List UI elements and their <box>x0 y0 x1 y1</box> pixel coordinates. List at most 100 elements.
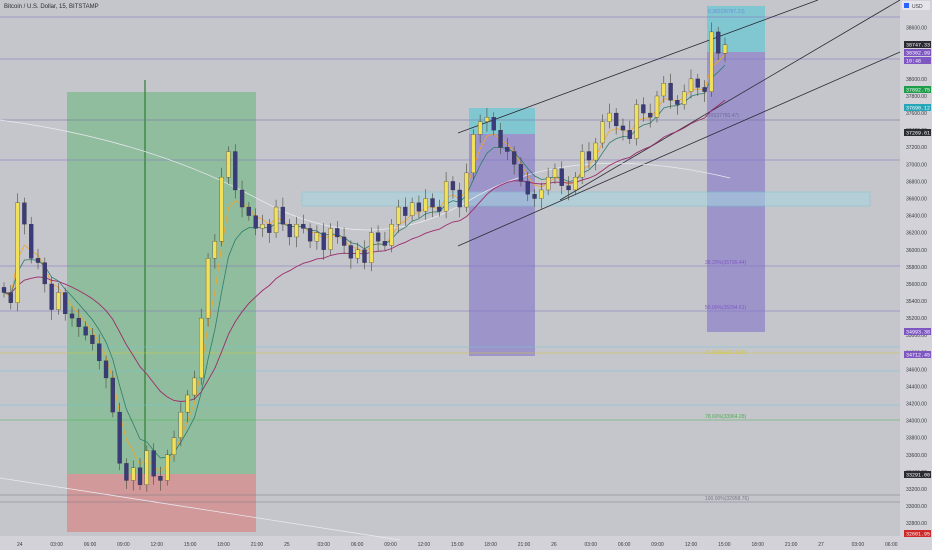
candle[interactable] <box>355 249 360 259</box>
candle[interactable] <box>15 202 20 303</box>
candle[interactable] <box>335 228 340 238</box>
candle[interactable] <box>641 104 646 114</box>
candle[interactable] <box>682 91 687 105</box>
candle[interactable] <box>607 112 612 122</box>
candle[interactable] <box>83 326 88 336</box>
candle[interactable] <box>69 313 75 319</box>
candle[interactable] <box>165 454 170 481</box>
candle[interactable] <box>430 198 435 208</box>
candle[interactable] <box>301 223 306 229</box>
candle[interactable] <box>226 151 231 178</box>
candle[interactable] <box>389 223 394 246</box>
candle[interactable] <box>709 31 714 92</box>
candle[interactable] <box>403 206 408 216</box>
channel-lower-trendline[interactable] <box>457 51 901 247</box>
candle[interactable] <box>620 125 626 131</box>
candle[interactable] <box>8 292 13 303</box>
candle[interactable] <box>532 194 537 199</box>
candle[interactable] <box>505 147 510 152</box>
candle[interactable] <box>90 335 95 344</box>
candle[interactable] <box>110 377 115 413</box>
candle[interactable] <box>688 78 694 92</box>
candle[interactable] <box>63 292 68 315</box>
candle[interactable] <box>151 450 156 477</box>
candle[interactable] <box>328 228 333 250</box>
short-position-target-zone[interactable] <box>469 134 535 356</box>
candle[interactable] <box>267 223 272 233</box>
candle[interactable] <box>654 95 660 118</box>
candle[interactable] <box>566 185 571 191</box>
candle[interactable] <box>199 317 204 379</box>
rising-trendline[interactable] <box>559 0 901 201</box>
candle[interactable] <box>511 151 517 165</box>
candle[interactable] <box>42 262 47 285</box>
candle[interactable] <box>185 394 190 413</box>
candle[interactable] <box>722 44 728 54</box>
candle[interactable] <box>280 206 286 225</box>
candle[interactable] <box>76 317 81 327</box>
candle[interactable] <box>668 83 673 101</box>
candle[interactable] <box>675 100 680 105</box>
candle[interactable] <box>634 104 639 139</box>
candle[interactable] <box>525 181 530 195</box>
candle[interactable] <box>341 236 347 246</box>
long-position-profit-zone[interactable] <box>67 92 256 474</box>
candle[interactable] <box>477 121 483 135</box>
candle[interactable] <box>273 206 279 233</box>
candle[interactable] <box>307 228 313 242</box>
candle[interactable] <box>369 232 374 263</box>
candle[interactable] <box>178 411 183 438</box>
candle[interactable] <box>423 198 428 212</box>
candle[interactable] <box>35 258 41 263</box>
candle[interactable] <box>212 241 218 259</box>
candle[interactable] <box>131 467 136 481</box>
candle[interactable] <box>117 411 122 464</box>
candle[interactable] <box>552 168 558 178</box>
candle[interactable] <box>409 202 415 216</box>
candle[interactable] <box>518 164 524 182</box>
candle[interactable] <box>627 130 632 139</box>
candle[interactable] <box>648 112 653 118</box>
candle[interactable] <box>103 360 109 379</box>
candle[interactable] <box>695 78 700 88</box>
candle[interactable] <box>600 121 605 144</box>
candle[interactable] <box>450 181 456 191</box>
candle[interactable] <box>1 287 7 293</box>
candle[interactable] <box>375 232 381 242</box>
candle[interactable] <box>158 476 163 481</box>
candle[interactable] <box>716 31 721 54</box>
candle[interactable] <box>219 177 224 242</box>
candle[interactable] <box>491 117 496 131</box>
candle[interactable] <box>593 142 598 161</box>
candle[interactable] <box>294 223 299 238</box>
candle[interactable] <box>246 206 252 216</box>
candle[interactable] <box>539 189 544 199</box>
candle[interactable] <box>321 232 326 250</box>
channel-upper-trendline[interactable] <box>457 0 819 134</box>
candle[interactable] <box>437 206 442 212</box>
candle[interactable] <box>137 467 143 485</box>
candle[interactable] <box>348 245 354 259</box>
candle[interactable] <box>192 377 197 396</box>
candle[interactable] <box>22 202 27 225</box>
candle[interactable] <box>580 151 585 178</box>
candle[interactable] <box>661 83 666 97</box>
candle[interactable] <box>484 117 490 122</box>
candle[interactable] <box>56 292 61 310</box>
candle[interactable] <box>464 172 469 208</box>
candle[interactable] <box>702 87 707 92</box>
candle[interactable] <box>546 177 551 191</box>
candle[interactable] <box>205 258 211 319</box>
candle[interactable] <box>614 112 619 127</box>
candle[interactable] <box>233 151 238 191</box>
candle[interactable] <box>457 189 462 208</box>
candle[interactable] <box>443 181 449 212</box>
candle[interactable] <box>239 189 245 208</box>
candle[interactable] <box>471 134 476 174</box>
candle[interactable] <box>144 450 149 485</box>
currency-button[interactable]: USD <box>902 1 930 10</box>
candle[interactable] <box>382 241 388 246</box>
candle[interactable] <box>29 223 34 259</box>
candle[interactable] <box>171 437 177 455</box>
